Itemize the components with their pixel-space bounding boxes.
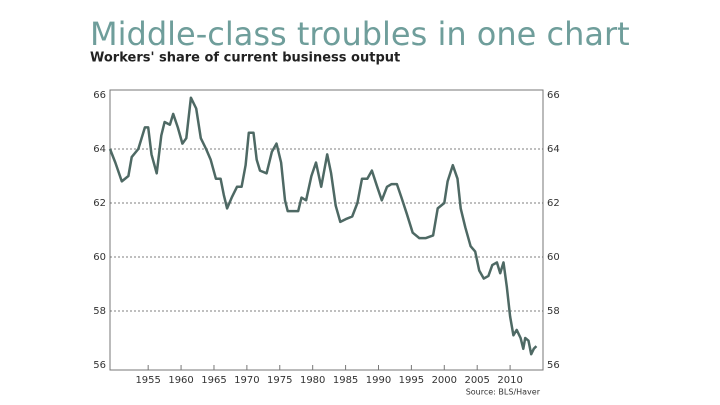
x-tick-label: 2000 — [432, 375, 457, 386]
y-tick-label: 56 — [93, 360, 106, 371]
x-tick-label: 1965 — [201, 375, 226, 386]
x-tick-label: 2005 — [464, 375, 489, 386]
x-tick-label: 2010 — [497, 375, 522, 386]
y2-tick-label: 66 — [547, 90, 560, 101]
x-tick-label: 1960 — [168, 375, 193, 386]
chart-subtitle: Workers' share of current business outpu… — [90, 51, 400, 66]
y-tick-label: 58 — [93, 306, 106, 317]
y2-tick-label: 60 — [547, 252, 560, 263]
x-tick-label: 1995 — [399, 375, 424, 386]
y-tick-label: 62 — [93, 198, 106, 209]
y2-tick-label: 64 — [547, 144, 560, 155]
y2-tick-label: 58 — [547, 306, 560, 317]
y-tick-label: 66 — [93, 90, 106, 101]
x-tick-label: 1985 — [333, 375, 358, 386]
y-tick-label: 64 — [93, 144, 106, 155]
x-tick-label: 1975 — [267, 375, 292, 386]
y2-tick-label: 56 — [547, 360, 560, 371]
x-tick-label: 1970 — [234, 375, 259, 386]
y-tick-label: 60 — [93, 252, 106, 263]
chart-title: Middle-class troubles in one chart — [90, 15, 630, 53]
y2-tick-label: 62 — [547, 198, 560, 209]
x-tick-label: 1955 — [135, 375, 160, 386]
x-tick-label: 1990 — [366, 375, 391, 386]
plot-area — [109, 89, 544, 371]
x-tick-label: 1980 — [300, 375, 325, 386]
data-line — [108, 96, 538, 356]
source: Source: BLS/Haver — [466, 388, 541, 397]
